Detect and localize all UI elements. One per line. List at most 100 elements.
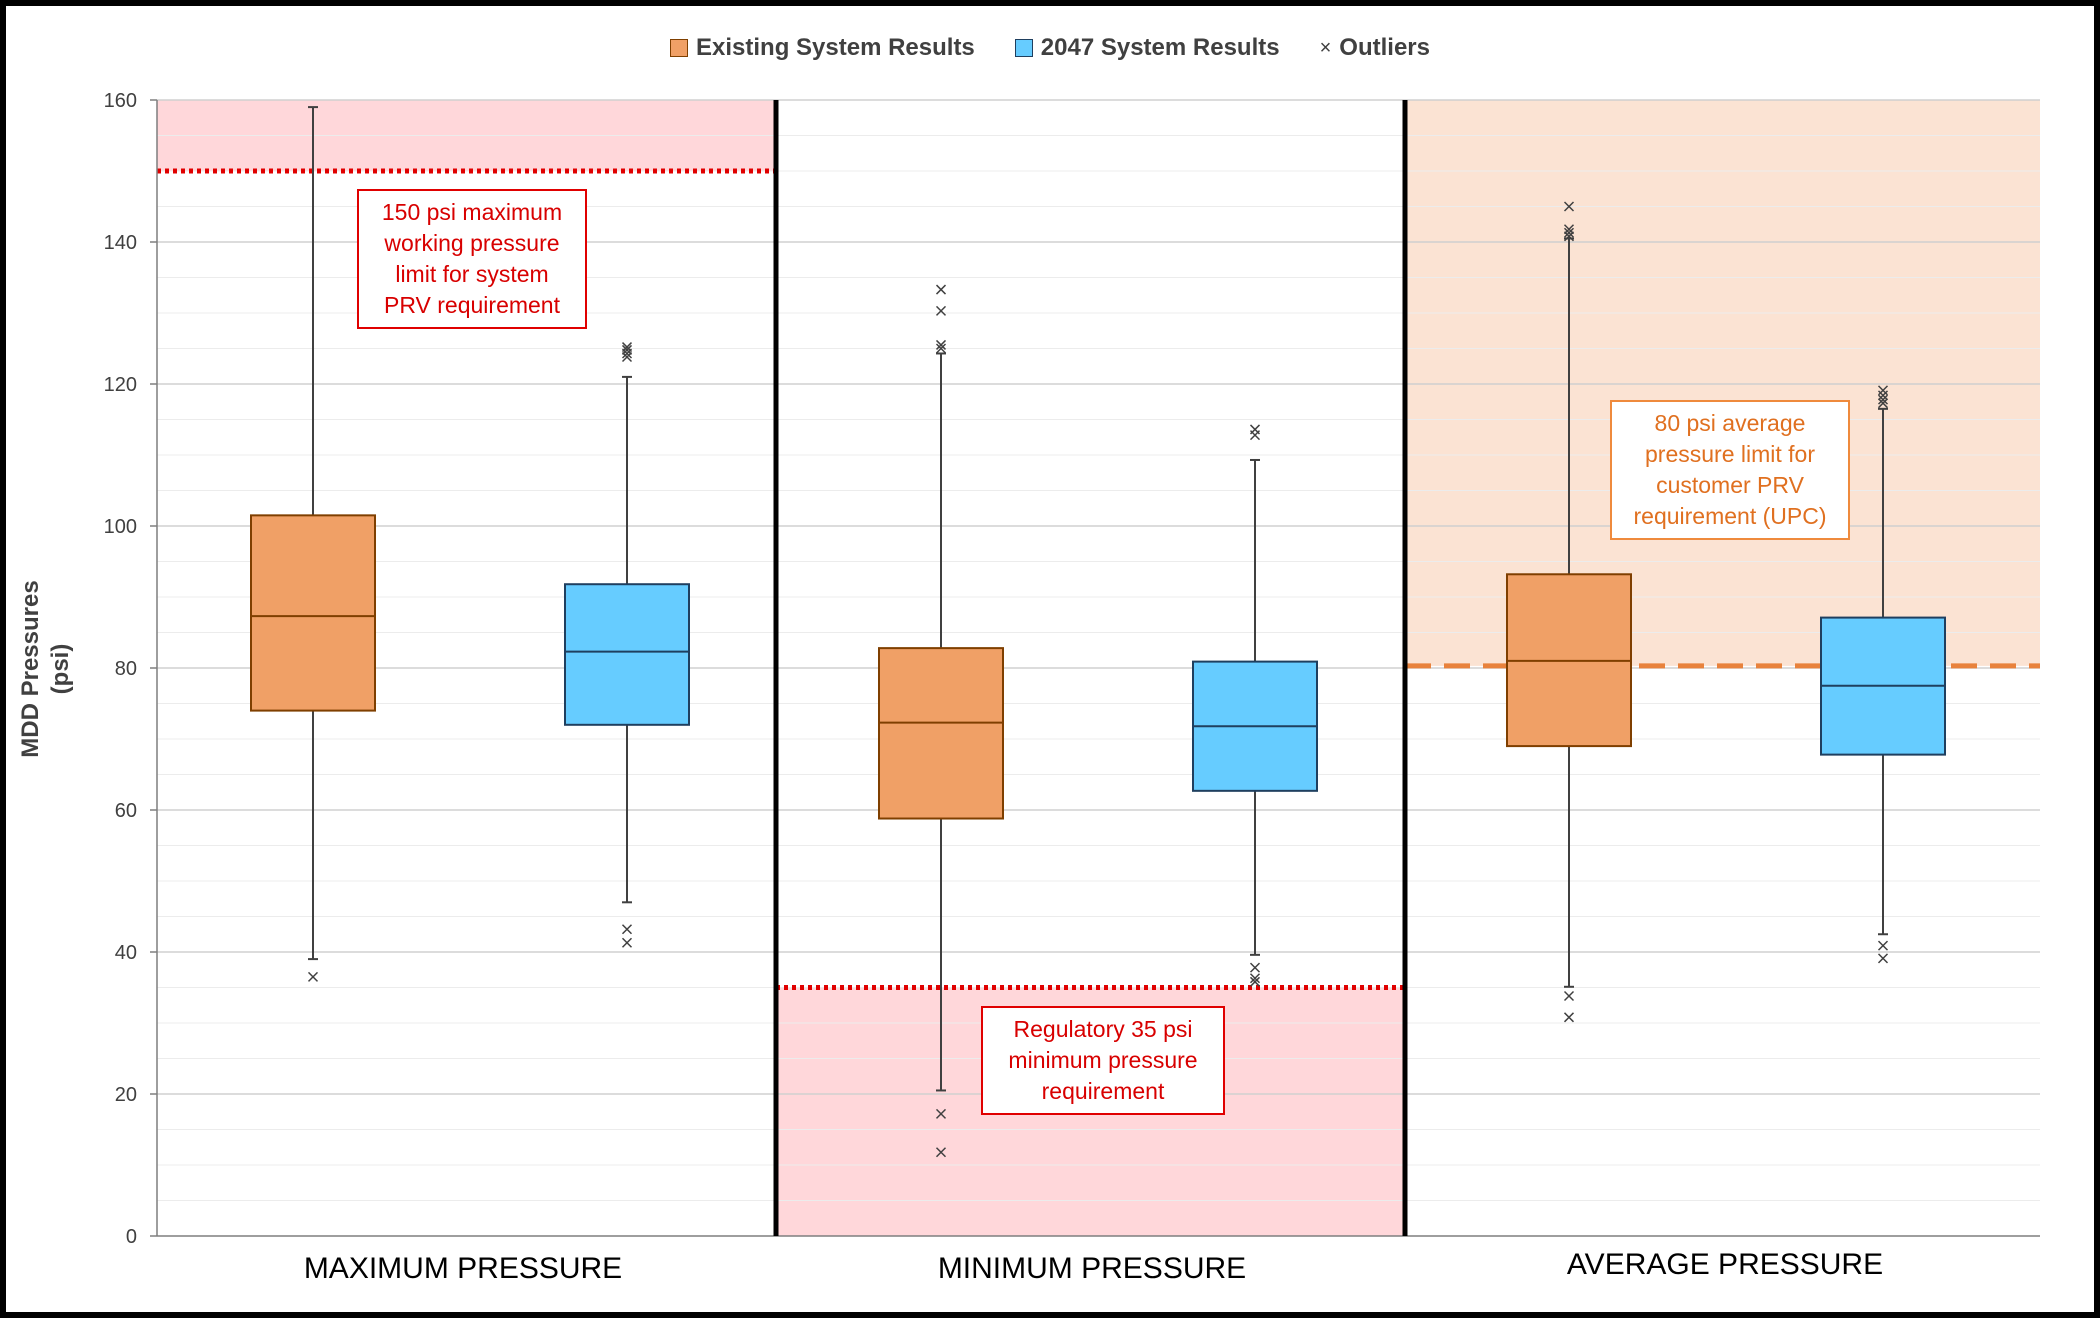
legend-item-future: 2047 System Results — [1014, 34, 1280, 62]
outlier-point — [935, 305, 947, 316]
outlier-point — [621, 344, 633, 355]
outlier-point — [307, 971, 319, 982]
annotation-line: 150 psi maximum — [381, 199, 563, 225]
box-existing-panel-2 — [1506, 201, 1632, 1023]
annotation-max-pressure-limit: 150 psi maximum working pressure limit f… — [357, 189, 587, 329]
box-future-panel-2 — [1820, 385, 1946, 964]
outlier-point — [935, 339, 947, 350]
annotation-line: working pressure — [384, 230, 560, 256]
y-axis-title-line-1: MDD Pressures — [17, 580, 44, 758]
outlier-point — [621, 342, 633, 353]
annotation-line: 80 psi average — [1654, 410, 1806, 436]
y-tick-label: 100 — [104, 516, 137, 538]
outlier-stroke — [621, 351, 633, 363]
y-tick-label: 120 — [104, 374, 137, 396]
outlier-stroke — [621, 924, 633, 935]
outlier-stroke — [1249, 962, 1261, 973]
panel-label-minimum: MINIMUM PRESSURE — [937, 1252, 1247, 1285]
outlier-point — [935, 1147, 947, 1158]
outlier-point — [1563, 201, 1575, 212]
annotation-line: pressure limit for — [1645, 441, 1815, 467]
outlier-stroke — [1877, 953, 1889, 964]
outlier-stroke — [935, 284, 947, 295]
iqr-box — [564, 583, 690, 726]
outlier-stroke — [1877, 385, 1889, 396]
outlier-stroke — [1249, 976, 1261, 987]
outlier-stroke — [1563, 201, 1575, 212]
outlier-point — [1249, 962, 1261, 973]
outlier-point — [1249, 424, 1261, 435]
outlier-stroke — [1563, 224, 1575, 235]
box-existing-panel-1 — [878, 284, 1004, 1158]
outlier-stroke — [621, 937, 633, 948]
outlier-stroke — [935, 343, 947, 354]
legend-swatch-future — [1014, 39, 1033, 57]
outlier-stroke — [1563, 227, 1575, 238]
outlier-stroke — [621, 342, 633, 353]
annotation-line: Regulatory 35 psi — [1013, 1016, 1193, 1042]
outlier-point — [621, 351, 633, 363]
outlier-stroke — [1563, 231, 1575, 242]
threshold-zone-2 — [1405, 100, 2040, 666]
outlier-point — [1249, 973, 1261, 984]
outlier-point — [935, 343, 947, 354]
box-future-panel-1 — [1192, 424, 1318, 987]
outlier-stroke — [1249, 973, 1261, 984]
y-tick-label: 140 — [104, 232, 137, 254]
outlier-stroke — [935, 1147, 947, 1158]
panel-label-average: AVERAGE PRESSURE — [1566, 1248, 1884, 1281]
outlier-stroke — [621, 344, 633, 355]
outlier-stroke — [1563, 1012, 1575, 1023]
y-tick-label: 0 — [126, 1226, 137, 1248]
y-axis-title: MDD Pressures (psi) — [16, 580, 76, 757]
legend-item-existing: Existing System Results — [670, 34, 975, 62]
outlier-stroke — [1877, 398, 1889, 409]
panel-dividers — [773, 100, 1408, 1236]
annotation-min-pressure-requirement: Regulatory 35 psi minimum pressure requi… — [981, 1006, 1225, 1115]
annotation-line: limit for system — [395, 261, 549, 287]
outlier-stroke — [1563, 990, 1575, 1002]
annotation-line: minimum pressure — [1008, 1047, 1198, 1073]
y-axis: 0 20 40 60 80 100 120 140 160 — [104, 90, 2040, 1248]
outlier-stroke — [307, 971, 319, 982]
outlier-point — [1563, 231, 1575, 242]
outlier-stroke — [935, 1108, 947, 1119]
outlier-stroke — [935, 305, 947, 316]
legend-swatch-existing — [670, 39, 689, 57]
legend: Existing System Results 2047 System Resu… — [0, 34, 2100, 62]
y-tick-label: 60 — [115, 800, 137, 822]
outlier-point — [1563, 1012, 1575, 1023]
annotation-line: requirement (UPC) — [1633, 503, 1827, 529]
outlier-stroke — [1249, 424, 1261, 435]
y-tick-label: 40 — [115, 942, 137, 964]
outlier-point — [621, 937, 633, 948]
iqr-box — [250, 514, 376, 712]
annotation-line: requirement — [1041, 1078, 1165, 1104]
annotation-line: customer PRV — [1656, 472, 1804, 498]
legend-label-existing: Existing System Results — [696, 34, 975, 61]
annotation-avg-pressure-limit: 80 psi average pressure limit for custom… — [1610, 400, 1850, 540]
outlier-point — [1563, 990, 1575, 1002]
legend-label-outliers: Outliers — [1339, 34, 1430, 61]
legend-item-outliers: × Outliers — [1320, 34, 1430, 62]
iqr-box — [878, 647, 1004, 820]
outlier-stroke — [935, 339, 947, 350]
outlier-point — [1877, 394, 1889, 405]
outlier-point — [621, 924, 633, 935]
outlier-point — [1563, 224, 1575, 235]
outlier-point — [1563, 227, 1575, 238]
legend-outlier-symbol: × — [1319, 36, 1332, 59]
outlier-stroke — [1877, 940, 1889, 951]
outlier-point — [1877, 940, 1889, 951]
box-existing-panel-0 — [250, 106, 376, 982]
outlier-point — [935, 1108, 947, 1119]
legend-label-future: 2047 System Results — [1040, 34, 1280, 61]
outlier-point — [1877, 385, 1889, 396]
outlier-point — [1877, 953, 1889, 964]
box-future-panel-0 — [564, 342, 690, 948]
outlier-point — [1249, 976, 1261, 987]
outlier-point — [1877, 398, 1889, 409]
outlier-stroke — [1877, 394, 1889, 405]
